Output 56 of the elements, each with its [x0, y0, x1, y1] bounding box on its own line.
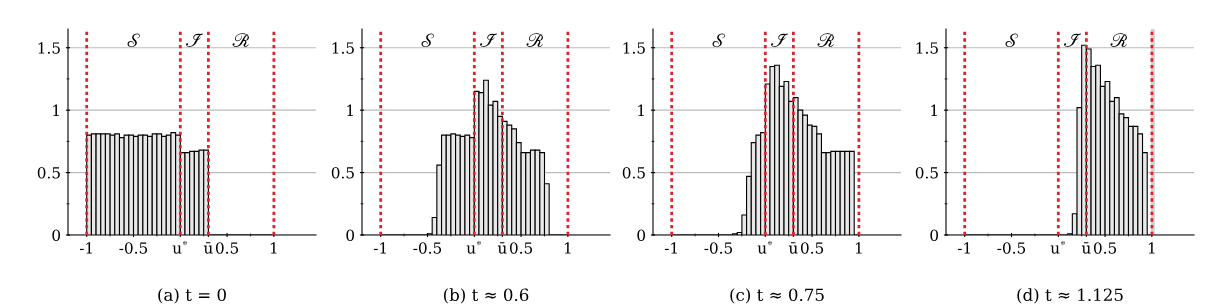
y-tick-label: 0	[346, 229, 355, 242]
annotation: ℛ	[1110, 33, 1127, 47]
annotation: ℐ	[480, 33, 497, 47]
text: (c) t ≈ 0.75	[730, 288, 824, 304]
x-tick-label: u$^{*}$	[1050, 240, 1065, 254]
annotation: ℛ	[232, 33, 249, 47]
x-tick-label: 0.5	[1093, 242, 1117, 254]
y-tick-label: 1	[638, 104, 644, 116]
x-tick-label: u$^{*}$	[466, 240, 481, 254]
y-tick-label: 0.5	[622, 167, 645, 179]
y-tick-label: 0.5	[915, 167, 938, 179]
x-tick-label: ū	[788, 242, 798, 254]
x-tick-label: 1	[564, 242, 571, 254]
x-tick-label: -0.5	[704, 242, 733, 254]
x-tick-label: -1	[957, 242, 970, 254]
y-tick-label: 1	[53, 104, 59, 116]
y-tick-label: 0	[52, 229, 61, 242]
x-tick-label: -1	[79, 242, 92, 254]
text: (b) t ≈ 0.6	[443, 288, 529, 304]
x-tick-label: 0.5	[800, 242, 824, 254]
annotation: 𝒮	[421, 33, 434, 48]
annotation: ℛ	[526, 33, 543, 47]
x-tick-label: ū	[203, 242, 213, 254]
y-tick-label: 1.5	[38, 42, 60, 54]
y-tick-label: 1	[931, 104, 937, 116]
x-tick-label: 0.5	[215, 242, 239, 254]
y-tick-label: 0.5	[37, 167, 60, 179]
x-tick-label: ū	[1081, 242, 1091, 254]
y-tick-label: 1.5	[332, 42, 354, 54]
annotation: ℐ	[771, 33, 788, 47]
y-tick-label: 0.5	[331, 167, 354, 179]
x-tick-label: -0.5	[413, 242, 442, 254]
y-tick-label: 0	[637, 229, 646, 242]
annotation: ℛ	[817, 33, 834, 47]
text: (d) t ≈ 1.125	[1017, 288, 1123, 304]
annotation: 𝒮	[127, 33, 140, 48]
annotation: ℐ	[1064, 33, 1081, 47]
annotation: 𝒮	[1005, 33, 1018, 48]
y-tick-label: 1.5	[916, 42, 938, 54]
x-tick-label: 0.5	[509, 242, 533, 254]
x-tick-label: -1	[664, 242, 677, 254]
x-tick-label: u$^{*}$	[757, 240, 772, 254]
annotation: ℐ	[186, 33, 203, 47]
y-tick-label: 0	[930, 229, 939, 242]
x-tick-label: ū	[497, 242, 507, 254]
x-tick-label: u$^{*}$	[172, 240, 187, 254]
x-tick-label: 1	[855, 242, 862, 254]
x-tick-label: 1	[1148, 242, 1155, 254]
y-tick-label: 1.5	[623, 42, 645, 54]
x-tick-label: 1	[270, 242, 277, 254]
x-tick-label: -0.5	[997, 242, 1026, 254]
text: (a) t = 0	[158, 288, 226, 304]
x-tick-label: -1	[373, 242, 386, 254]
x-tick-label: -0.5	[119, 242, 148, 254]
y-tick-label: 1	[347, 104, 353, 116]
annotation: 𝒮	[712, 33, 725, 48]
